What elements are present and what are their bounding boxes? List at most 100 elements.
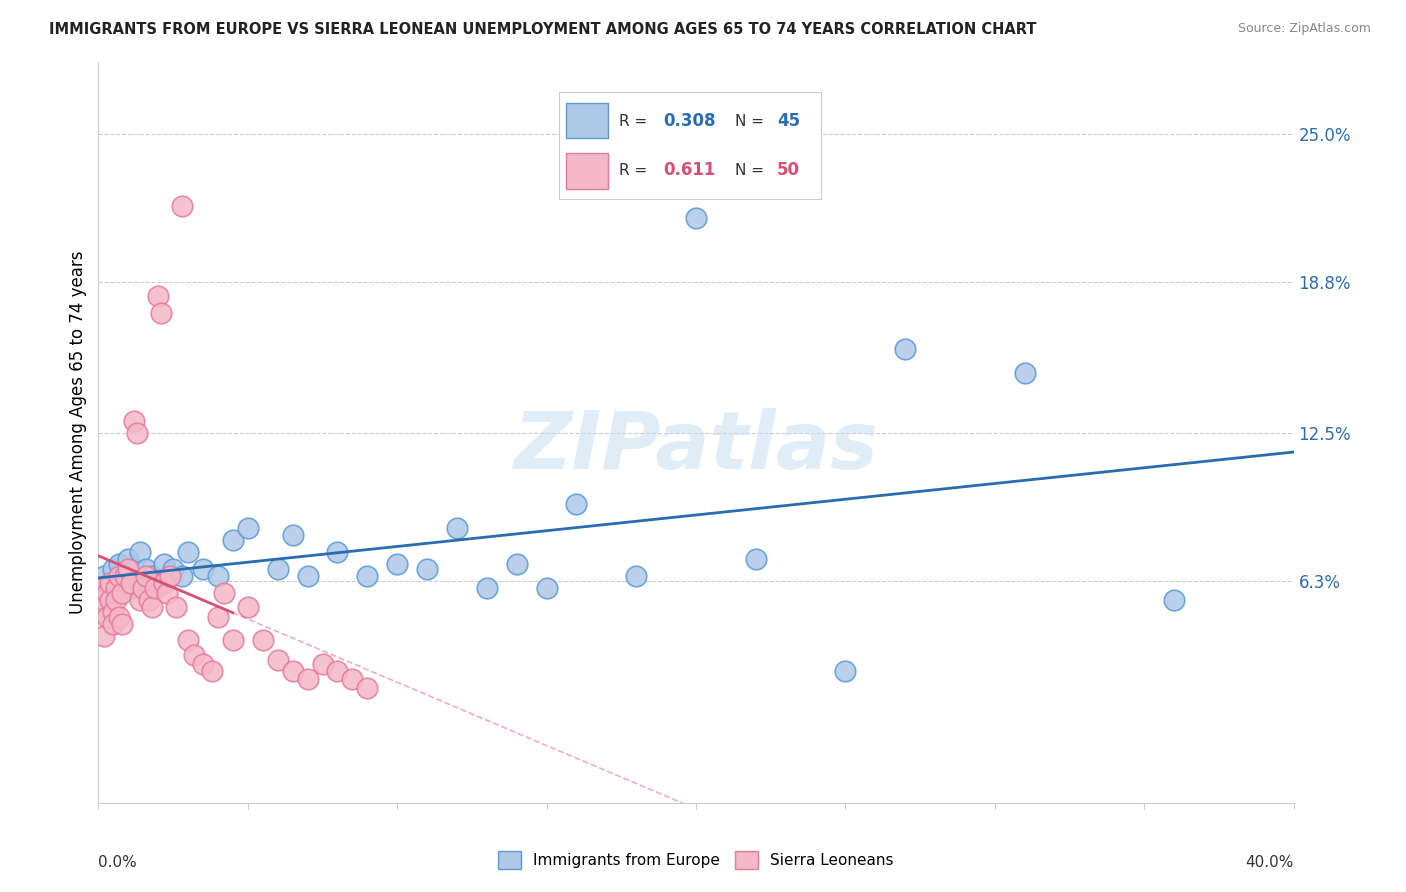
Point (129, 592, 152, 607)
Point (148, 289, 170, 303)
Point (252, 633, 274, 648)
Point (162, 562, 184, 576)
Point (96, 609, 118, 624)
Point (138, 592, 160, 607)
Point (159, 569, 181, 583)
Point (342, 672, 364, 686)
Point (201, 665, 224, 679)
Point (183, 648, 205, 662)
Point (172, 569, 194, 583)
Point (326, 545, 349, 559)
Point (446, 521, 468, 535)
Point (416, 562, 439, 576)
Point (135, 562, 157, 576)
Point (356, 569, 378, 583)
Point (148, 576, 170, 591)
Point (685, 211, 707, 225)
Point (177, 633, 200, 648)
Point (207, 609, 229, 624)
Point (98, 592, 122, 607)
Point (141, 569, 163, 583)
Point (117, 562, 139, 576)
Point (114, 581, 136, 595)
Point (506, 557, 529, 571)
Point (111, 616, 134, 631)
Point (165, 599, 187, 614)
Point (93, 569, 115, 583)
Point (103, 605, 125, 619)
Point (105, 592, 128, 607)
Point (191, 562, 214, 576)
Point (267, 652, 290, 666)
Point (311, 657, 333, 672)
Point (536, 581, 558, 595)
Point (894, 342, 917, 356)
Point (111, 585, 134, 599)
Point (1014, 366, 1036, 380)
Text: 40.0%: 40.0% (1246, 855, 1294, 870)
Point (281, 665, 304, 679)
Point (177, 545, 200, 559)
Point (117, 552, 139, 566)
Text: ZIPatlas: ZIPatlas (513, 409, 879, 486)
Point (385, 557, 409, 571)
Point (156, 585, 179, 599)
Text: 0.0%: 0.0% (98, 855, 138, 870)
Point (90, 581, 112, 595)
Point (90, 605, 112, 619)
Point (120, 569, 142, 583)
Point (475, 581, 498, 595)
Point (745, 552, 768, 566)
Point (105, 574, 128, 588)
Point (129, 545, 152, 559)
Point (103, 562, 125, 576)
Point (565, 497, 588, 511)
Point (132, 581, 155, 595)
Point (222, 633, 245, 648)
Point (356, 681, 378, 695)
Point (96, 585, 118, 599)
Point (834, 665, 856, 679)
Point (103, 616, 125, 631)
Point (150, 306, 173, 320)
Y-axis label: Unemployment Among Ages 65 to 74 years: Unemployment Among Ages 65 to 74 years (69, 251, 87, 615)
Point (153, 557, 176, 571)
Point (297, 672, 319, 686)
Point (267, 562, 290, 576)
Point (98, 576, 122, 591)
Point (135, 569, 157, 583)
Point (236, 521, 259, 535)
Point (127, 425, 149, 440)
Text: Source: ZipAtlas.com: Source: ZipAtlas.com (1237, 22, 1371, 36)
Point (111, 569, 134, 583)
Point (222, 533, 245, 547)
Point (191, 657, 214, 672)
Point (153, 576, 176, 591)
Point (1163, 592, 1185, 607)
Point (127, 581, 149, 595)
Point (108, 557, 131, 571)
Legend: Immigrants from Europe, Sierra Leoneans: Immigrants from Europe, Sierra Leoneans (498, 851, 894, 869)
Point (114, 569, 136, 583)
Point (96, 585, 118, 599)
Point (93, 592, 115, 607)
Text: IMMIGRANTS FROM EUROPE VS SIERRA LEONEAN UNEMPLOYMENT AMONG AGES 65 TO 74 YEARS : IMMIGRANTS FROM EUROPE VS SIERRA LEONEAN… (49, 22, 1036, 37)
Point (108, 609, 131, 624)
Point (93, 629, 115, 643)
Point (236, 599, 259, 614)
Point (297, 569, 319, 583)
Point (207, 569, 229, 583)
Point (90, 581, 112, 595)
Point (124, 562, 146, 576)
Point (172, 199, 194, 213)
Point (105, 581, 128, 595)
Point (108, 569, 131, 583)
Point (98, 576, 122, 591)
Point (326, 665, 349, 679)
Point (120, 576, 142, 591)
Point (281, 528, 304, 542)
Point (626, 569, 648, 583)
Point (132, 574, 155, 588)
Point (124, 414, 146, 428)
Point (143, 581, 166, 595)
